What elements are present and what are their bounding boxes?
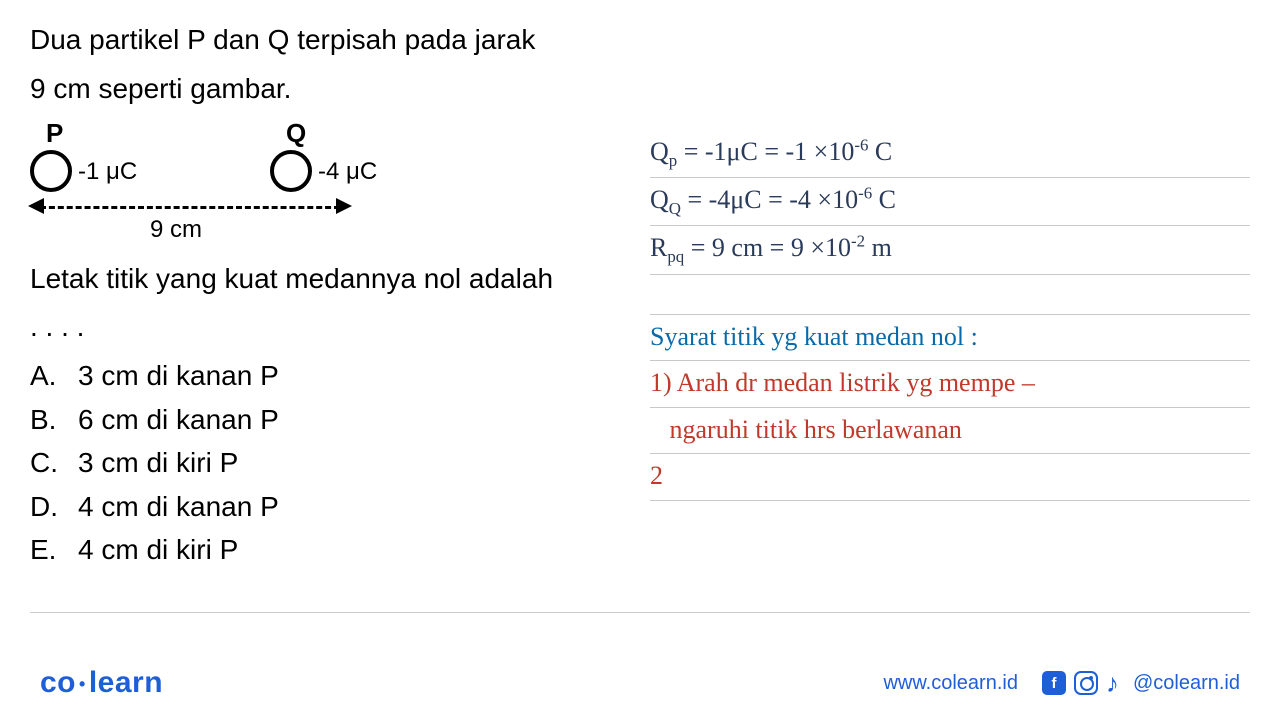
hw-note-4: 2 [650, 454, 1250, 501]
logo-co: co [40, 666, 76, 699]
footer: co•learn www.colearn.id f ♪ @colearn.id [0, 666, 1280, 700]
option-letter: B. [30, 398, 78, 441]
problem-line-2: 9 cm seperti gambar. [30, 69, 630, 108]
hw-given-2: QQ = -4μC = -4 ×10-6 C [650, 178, 1250, 226]
option-letter: D. [30, 485, 78, 528]
tiktok-icon[interactable]: ♪ [1106, 668, 1119, 699]
option-text: 4 cm di kanan P [78, 485, 279, 528]
social-handle[interactable]: @colearn.id [1133, 672, 1240, 695]
option-e: E. 4 cm di kiri P [30, 528, 630, 571]
option-d: D. 4 cm di kanan P [30, 485, 630, 528]
hw-given-3: Rpq = 9 cm = 9 ×10-2 m [650, 226, 1250, 274]
label-p: P [46, 118, 63, 149]
hw-note-1: Syarat titik yg kuat medan nol : [650, 315, 1250, 362]
distance-line [40, 206, 340, 209]
option-letter: E. [30, 528, 78, 571]
website-link[interactable]: www.colearn.id [883, 672, 1018, 695]
option-text: 6 cm di kanan P [78, 398, 279, 441]
instagram-icon[interactable] [1074, 671, 1098, 695]
option-text: 4 cm di kiri P [78, 528, 238, 571]
hw-given-1: Qp = -1μC = -1 ×10-6 C [650, 130, 1250, 178]
circle-p [30, 150, 72, 192]
option-text: 3 cm di kanan P [78, 354, 279, 397]
distance-label: 9 cm [150, 216, 202, 244]
option-b: B. 6 cm di kanan P [30, 398, 630, 441]
charge-p: -1 μC [78, 158, 137, 186]
option-letter: C. [30, 441, 78, 484]
charge-q: -4 μC [318, 158, 377, 186]
hw-note-2: 1) Arah dr medan listrik yg mempe – [650, 361, 1250, 408]
logo-dot-icon: • [76, 674, 89, 694]
social-icons: f ♪ @colearn.id [1042, 668, 1240, 699]
handwriting-area: Qp = -1μC = -1 ×10-6 C QQ = -4μC = -4 ×1… [650, 130, 1250, 501]
footer-divider [30, 612, 1250, 613]
option-c: C. 3 cm di kiri P [30, 441, 630, 484]
option-text: 3 cm di kiri P [78, 441, 238, 484]
hw-blank [650, 275, 1250, 315]
particles-diagram: P Q -1 μC -4 μC 9 cm [30, 118, 630, 248]
hw-note-3: ngaruhi titik hrs berlawanan [650, 408, 1250, 455]
circle-q [270, 150, 312, 192]
logo-learn: learn [89, 666, 163, 699]
brand-logo: co•learn [40, 666, 163, 700]
facebook-icon[interactable]: f [1042, 671, 1066, 695]
label-q: Q [286, 118, 306, 149]
problem-line-1: Dua partikel P dan Q terpisah pada jarak [30, 20, 630, 59]
arrow-right-icon [336, 198, 352, 214]
option-letter: A. [30, 354, 78, 397]
question-text: Letak titik yang kuat medannya nol adala… [30, 258, 630, 300]
options-list: A. 3 cm di kanan P B. 6 cm di kanan P C.… [30, 354, 630, 571]
option-a: A. 3 cm di kanan P [30, 354, 630, 397]
question-dots: . . . . [30, 306, 630, 348]
